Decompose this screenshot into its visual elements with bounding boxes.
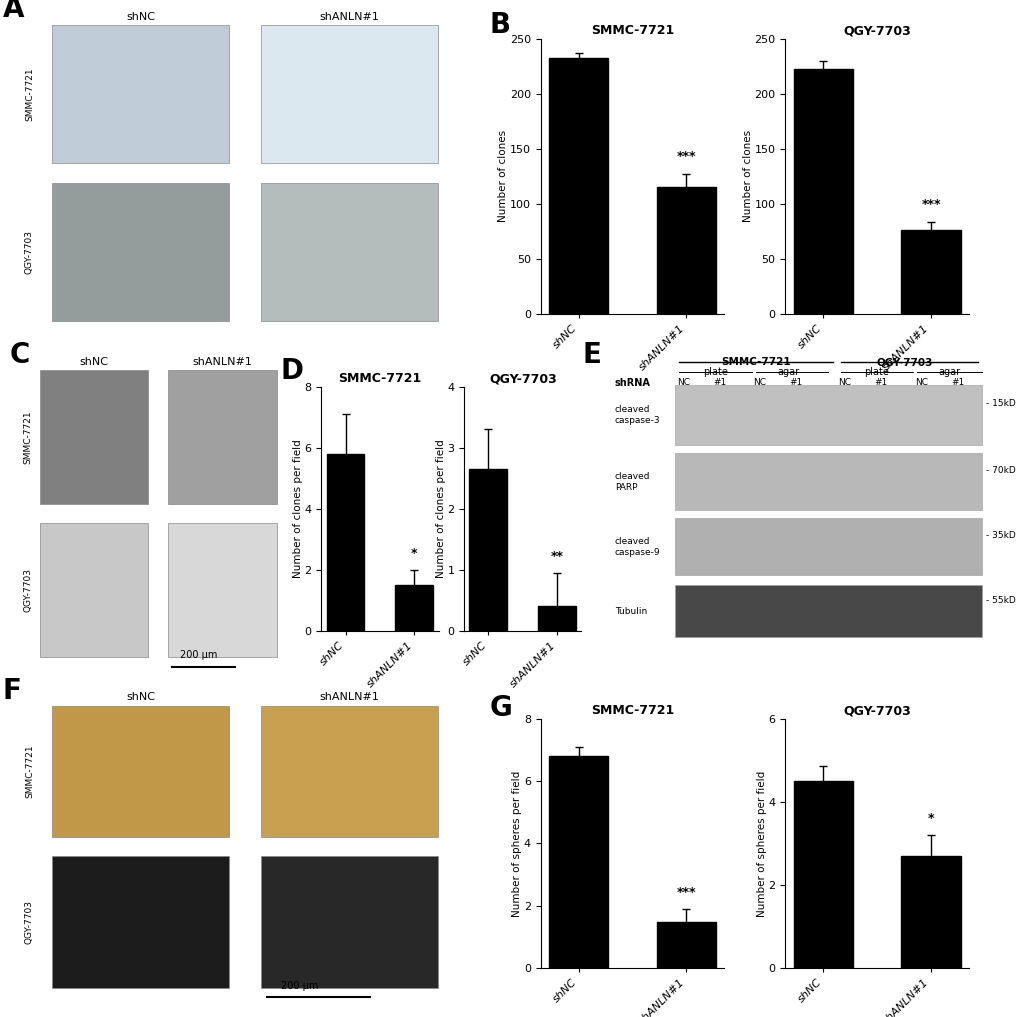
Text: C: C: [9, 341, 30, 369]
Text: ***: ***: [676, 886, 695, 899]
Text: shANLN#1: shANLN#1: [192, 357, 252, 367]
Bar: [52, 25, 229, 163]
Bar: [675, 585, 980, 638]
Title: SMMC-7721: SMMC-7721: [338, 372, 421, 385]
Text: QGY-7703: QGY-7703: [24, 230, 34, 274]
Bar: [675, 519, 980, 576]
Text: 200 μm: 200 μm: [280, 980, 318, 991]
Text: - 70kD: - 70kD: [984, 466, 1014, 475]
Text: agar: agar: [937, 367, 960, 377]
Title: SMMC-7721: SMMC-7721: [590, 705, 674, 717]
Text: 200 μm: 200 μm: [180, 650, 217, 660]
Text: plate: plate: [863, 367, 889, 377]
Text: shANLN#1: shANLN#1: [319, 693, 379, 703]
Title: SMMC-7721: SMMC-7721: [590, 24, 674, 38]
Bar: [167, 370, 276, 503]
Bar: [52, 856, 229, 988]
Text: NC: NC: [838, 377, 850, 386]
Bar: [548, 756, 607, 968]
Y-axis label: Number of clones: Number of clones: [498, 130, 507, 223]
Text: F: F: [2, 677, 21, 705]
Text: shNC: shNC: [125, 693, 155, 703]
Text: - 35kD: - 35kD: [984, 531, 1014, 540]
Bar: [52, 706, 229, 837]
Title: QGY-7703: QGY-7703: [843, 24, 910, 38]
Y-axis label: Number of clones per field: Number of clones per field: [292, 439, 303, 578]
Text: G: G: [489, 694, 512, 721]
Text: - 55kD: - 55kD: [984, 596, 1014, 605]
Y-axis label: Number of spheres per field: Number of spheres per field: [756, 770, 766, 916]
Text: A: A: [2, 0, 23, 23]
Text: agar: agar: [776, 367, 799, 377]
Bar: [52, 183, 229, 320]
Bar: [901, 230, 960, 314]
Bar: [40, 524, 149, 657]
Bar: [260, 856, 437, 988]
Bar: [793, 781, 852, 968]
Text: shNC: shNC: [79, 357, 108, 367]
Text: NC: NC: [914, 377, 926, 386]
Text: NC: NC: [677, 377, 689, 386]
Text: #1: #1: [712, 377, 726, 386]
Bar: [538, 606, 576, 631]
Text: *: *: [927, 813, 933, 825]
Bar: [260, 706, 437, 837]
Bar: [40, 370, 149, 503]
Text: *: *: [411, 547, 417, 560]
Text: NC: NC: [753, 377, 765, 386]
Text: cleaved
caspase-3: cleaved caspase-3: [614, 406, 660, 425]
Text: SMMC-7721: SMMC-7721: [23, 410, 33, 464]
Bar: [167, 524, 276, 657]
Y-axis label: Number of clones per field: Number of clones per field: [435, 439, 445, 578]
Bar: [260, 25, 437, 163]
Text: E: E: [582, 341, 601, 369]
Text: SMMC-7721: SMMC-7721: [720, 357, 790, 367]
Text: cleaved
caspase-9: cleaved caspase-9: [614, 537, 660, 556]
Bar: [326, 454, 364, 631]
Text: D: D: [280, 357, 303, 385]
Text: SMMC-7721: SMMC-7721: [24, 67, 34, 121]
Text: #1: #1: [950, 377, 963, 386]
Text: plate: plate: [702, 367, 728, 377]
Bar: [548, 58, 607, 314]
Bar: [260, 183, 437, 320]
Text: #1: #1: [789, 377, 802, 386]
Text: shANLN#1: shANLN#1: [319, 12, 379, 21]
Text: ***: ***: [920, 198, 940, 212]
Text: SMMC-7721: SMMC-7721: [24, 744, 34, 798]
Bar: [656, 921, 715, 968]
Bar: [793, 69, 852, 314]
Bar: [395, 585, 433, 631]
Text: QGY-7703: QGY-7703: [876, 357, 932, 367]
Text: - 15kD: - 15kD: [984, 399, 1014, 408]
Bar: [675, 385, 980, 445]
Bar: [901, 856, 960, 968]
Text: #1: #1: [873, 377, 887, 386]
Title: QGY-7703: QGY-7703: [843, 705, 910, 717]
Y-axis label: Number of spheres per field: Number of spheres per field: [512, 770, 522, 916]
Text: ***: ***: [676, 151, 695, 163]
Text: QGY-7703: QGY-7703: [23, 569, 33, 612]
Text: **: **: [550, 550, 564, 563]
Text: Tubulin: Tubulin: [614, 607, 647, 615]
Text: cleaved
PARP: cleaved PARP: [614, 472, 650, 491]
Title: QGY-7703: QGY-7703: [488, 372, 556, 385]
Text: shNC: shNC: [125, 12, 155, 21]
Bar: [469, 469, 506, 631]
Text: QGY-7703: QGY-7703: [24, 900, 34, 944]
Bar: [656, 187, 715, 314]
Bar: [675, 454, 980, 511]
Y-axis label: Number of clones: Number of clones: [743, 130, 752, 223]
Text: B: B: [489, 11, 510, 39]
Text: shRNA: shRNA: [614, 377, 650, 387]
